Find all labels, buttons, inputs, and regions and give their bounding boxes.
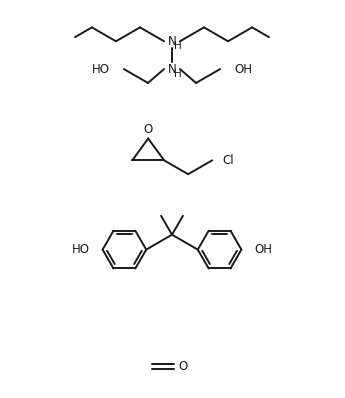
- Text: H: H: [174, 69, 182, 79]
- Text: OH: OH: [234, 62, 252, 76]
- Text: O: O: [178, 360, 188, 373]
- Text: OH: OH: [254, 243, 272, 256]
- Text: HO: HO: [92, 62, 110, 76]
- Text: N: N: [168, 62, 176, 76]
- Text: H: H: [174, 41, 182, 51]
- Text: HO: HO: [72, 243, 90, 256]
- Text: N: N: [168, 35, 176, 48]
- Text: Cl: Cl: [222, 154, 234, 167]
- Text: O: O: [144, 123, 153, 136]
